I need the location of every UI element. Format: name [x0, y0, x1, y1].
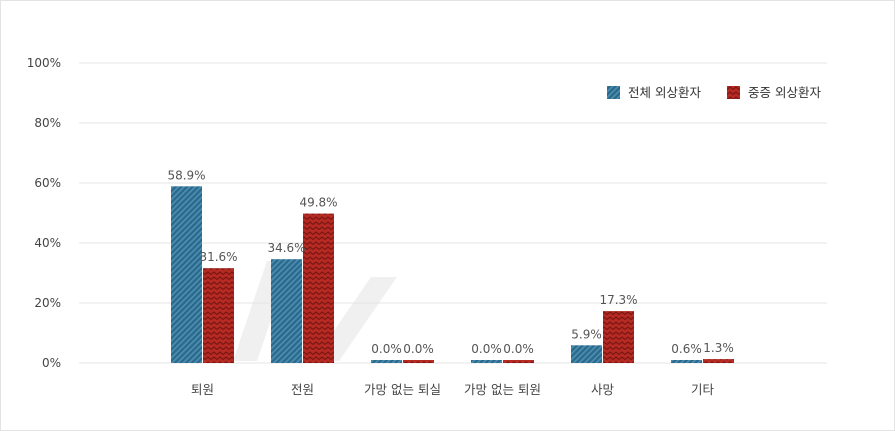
y-tick-label: 40%: [34, 236, 61, 250]
value-label: 31.6%: [199, 250, 237, 264]
value-label: 0.0%: [471, 342, 502, 356]
legend: 전체 외상환자 중증 외상환자: [607, 85, 821, 100]
value-labels: 58.9%34.6%0.0% 0.0%5.9%0.6%31.6%49.8%0.0%…: [167, 168, 733, 356]
bar-series-1: [671, 360, 702, 363]
y-tick-label: 100%: [27, 56, 61, 70]
value-label: 1.3%: [703, 341, 734, 355]
bar-series-2: [603, 311, 634, 363]
bars: [171, 186, 734, 363]
x-category-label: 가망 없는 퇴실: [364, 382, 441, 397]
x-axis-categories: 퇴원 전원 가망 없는 퇴실 가망 없는 퇴원 사망 기타: [191, 382, 715, 397]
x-category-label: 가망 없는 퇴원: [464, 382, 541, 397]
legend-swatch-series-2: [727, 86, 740, 99]
x-category-label: 기타: [691, 382, 715, 397]
bar-series-2: [403, 360, 434, 363]
bar-series-2: [703, 359, 734, 363]
value-label: 0.0%: [371, 342, 402, 356]
value-label: 17.3%: [599, 293, 637, 307]
value-label: 5.9%: [571, 327, 602, 341]
y-tick-label: 20%: [34, 296, 61, 310]
y-tick-label: 80%: [34, 116, 61, 130]
value-label: 0.6%: [671, 342, 702, 356]
bar-series-2: [303, 213, 334, 363]
y-tick-label: 60%: [34, 176, 61, 190]
bar-series-2: [503, 360, 534, 363]
value-label: 34.6%: [267, 241, 305, 255]
value-label: 0.0%: [403, 342, 434, 356]
bar-series-1: [371, 360, 402, 363]
legend-label-series-1: 전체 외상환자: [628, 85, 701, 100]
bar-series-2: [203, 268, 234, 363]
legend-swatch-series-1: [607, 86, 620, 99]
bar-series-1: [271, 259, 302, 363]
x-category-label: 전원: [291, 382, 314, 397]
x-category-label: 사망: [591, 382, 615, 397]
x-category-label: 퇴원: [191, 382, 214, 397]
value-label: 49.8%: [299, 196, 337, 210]
bar-series-1: [571, 345, 602, 363]
value-label: 0.0%: [503, 342, 534, 356]
value-label: 58.9%: [167, 168, 205, 182]
bar-series-1: [471, 360, 502, 363]
legend-label-series-2: 중증 외상환자: [748, 85, 821, 100]
y-axis-ticks: 0% 20% 40% 60% 80% 100%: [27, 56, 61, 370]
y-tick-label: 0%: [42, 356, 61, 370]
bar-series-1: [171, 186, 202, 363]
